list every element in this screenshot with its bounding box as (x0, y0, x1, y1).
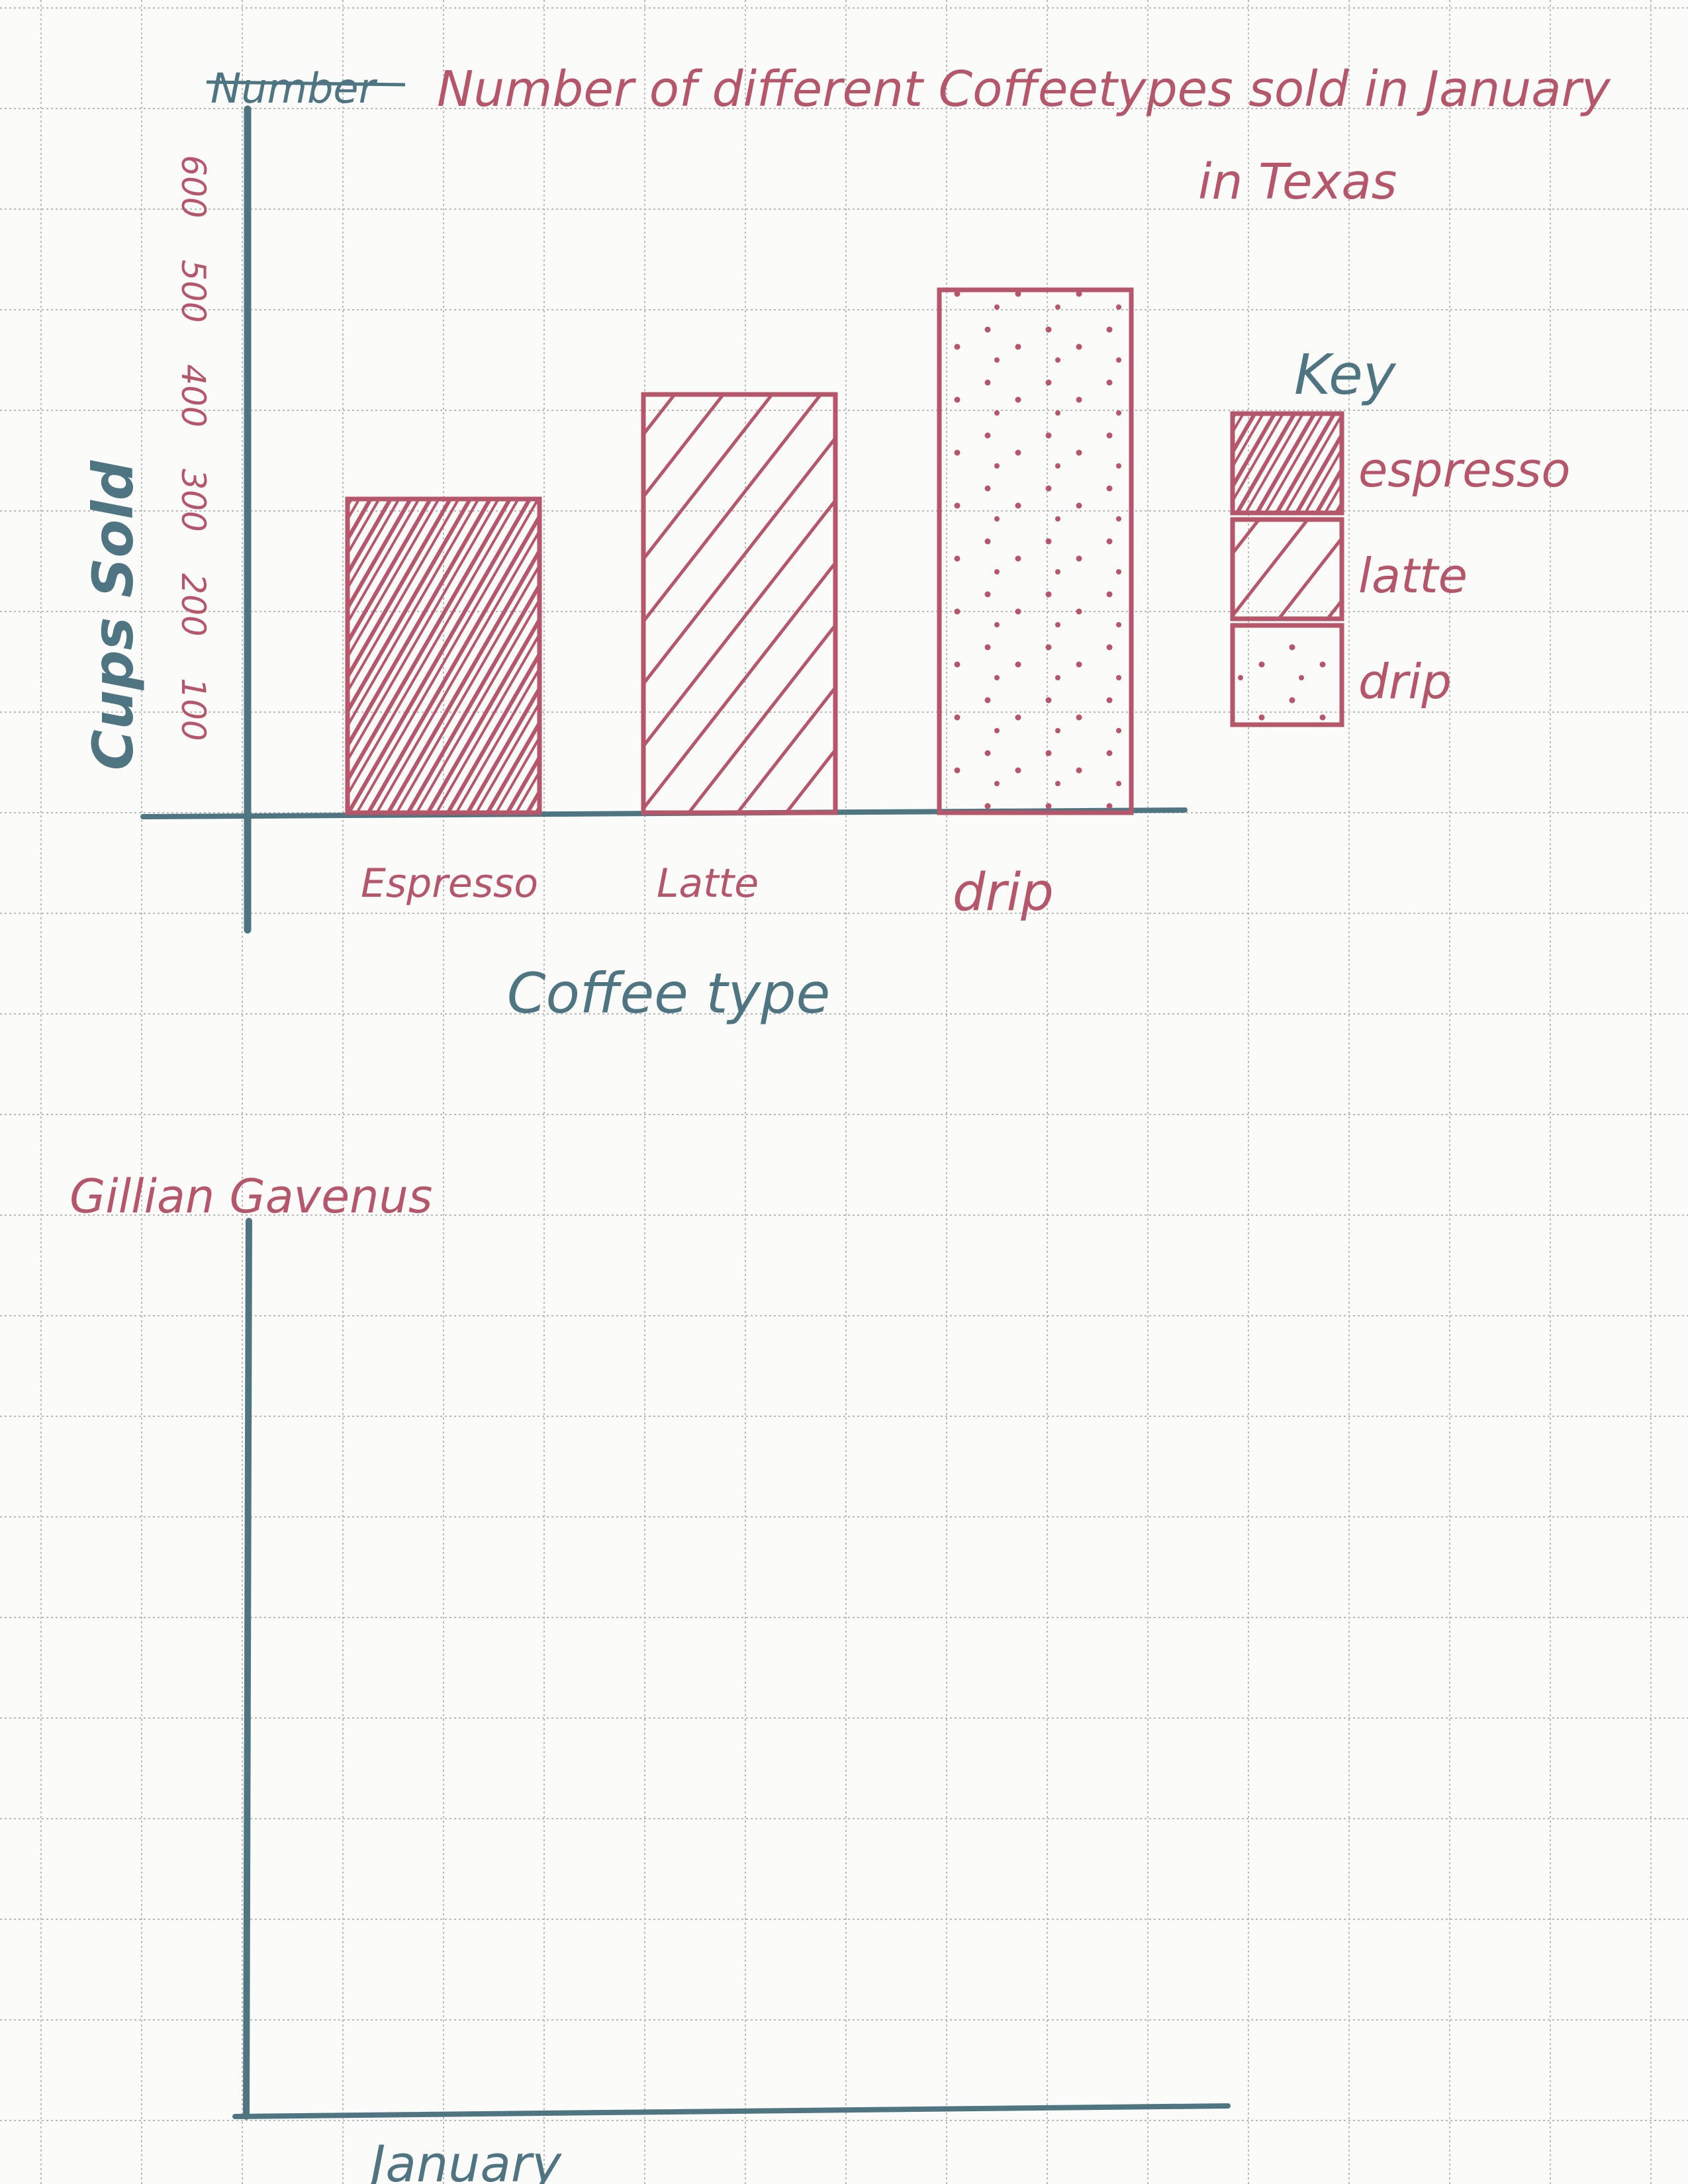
y-tick-label: 200 (174, 573, 212, 636)
x-tick-label: Espresso (361, 860, 538, 907)
x-tick-label: Latte (657, 860, 759, 907)
second-x-axis-label: January (362, 2134, 562, 2184)
legend-swatch-espresso (1230, 411, 1344, 516)
x-axis-label: Coffee type (507, 961, 830, 1026)
strike-line (206, 80, 406, 87)
x-tick-labels: Espresso Latte drip (361, 860, 1054, 923)
chart-subtitle: in Texas (1198, 154, 1397, 210)
x-tick-label: drip (953, 863, 1054, 923)
legend-entry-drip: drip (1358, 654, 1452, 709)
bar-latte (641, 392, 838, 815)
legend-swatch-drip (1230, 623, 1344, 727)
chart-title: Number of different Coffeetypes sold in … (437, 61, 1611, 118)
y-axis-label: Cups Sold (81, 460, 146, 770)
y-tick-label: 100 (174, 678, 212, 741)
struck-word: Number (211, 64, 378, 113)
bar-drip (937, 287, 1134, 815)
author-name: Gillian Gavenus (70, 1169, 432, 1224)
legend-title: Key (1294, 342, 1397, 407)
bar-espresso (345, 496, 542, 815)
legend-entry-espresso: espresso (1358, 442, 1570, 498)
y-tick-labels: 100 200 300 400 500 600 (174, 155, 212, 741)
y-tick-label: 500 (174, 259, 212, 322)
y-tick-label: 600 (174, 155, 212, 218)
legend-entry-latte: latte (1358, 548, 1468, 604)
bars (345, 287, 1134, 815)
y-tick-label: 400 (174, 364, 212, 427)
second-y-axis-line (243, 1218, 252, 2120)
y-tick-label: 300 (174, 469, 212, 531)
legend-swatch-latte (1230, 517, 1344, 621)
legend: Key espresso latte drip (1230, 342, 1570, 727)
second-x-axis-line (232, 2103, 1231, 2119)
